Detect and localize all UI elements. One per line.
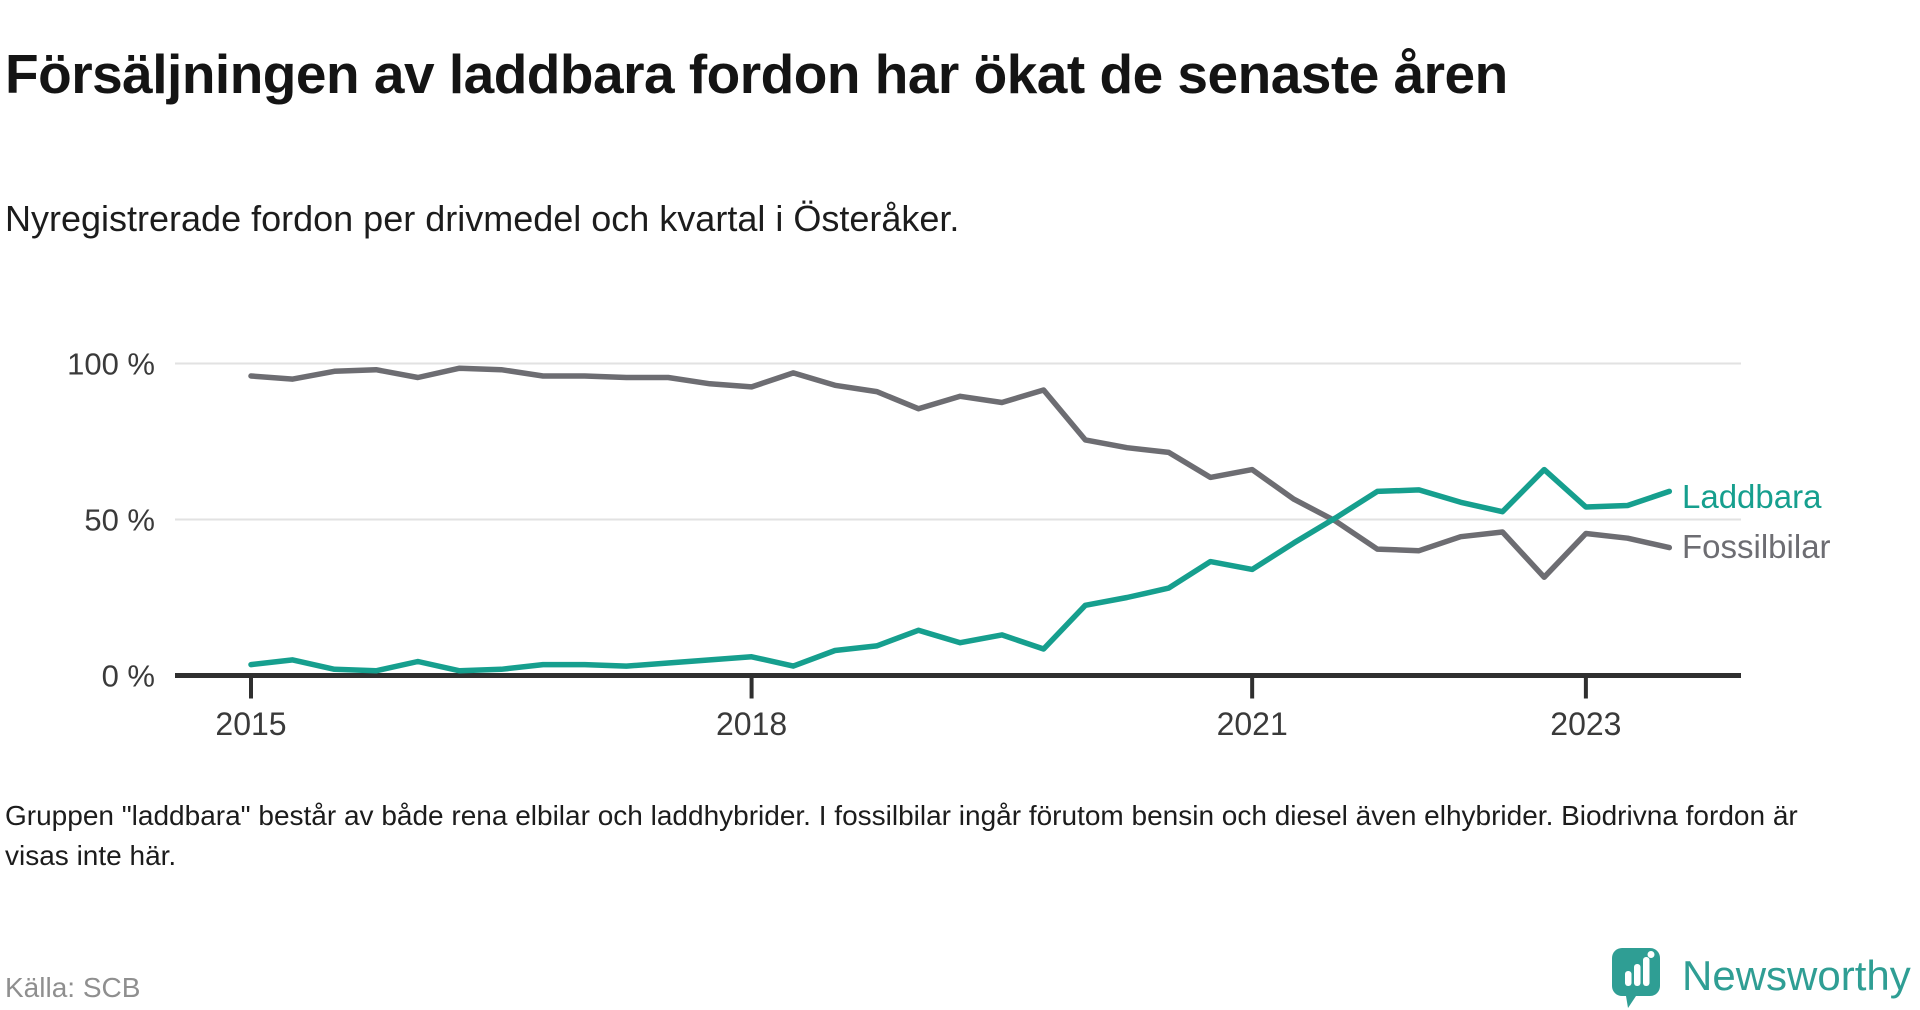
y-tick-label: 100 % xyxy=(67,347,155,382)
chart-footnote: Gruppen "laddbara" består av både rena e… xyxy=(5,800,1798,871)
chart-subtitle: Nyregistrerade fordon per drivmedel och … xyxy=(5,198,960,239)
series-label-fossilbilar: Fossilbilar xyxy=(1682,528,1831,565)
x-tick-label: 2018 xyxy=(716,706,787,742)
fossilbilar-line xyxy=(248,365,1673,580)
y-tick-label: 50 % xyxy=(84,503,155,538)
x-tick-label: 2015 xyxy=(215,706,286,742)
newsworthy-chart-bubble-icon xyxy=(1612,948,1660,1008)
laddbara-line xyxy=(248,466,1673,674)
newsworthy-logo: Newsworthy xyxy=(1612,948,1920,1010)
source-credit: Källa: SCB xyxy=(5,972,141,1003)
newsworthy-wordmark: Newsworthy xyxy=(1682,952,1911,999)
page-title: Försäljningen av laddbara fordon har öka… xyxy=(5,42,1508,105)
x-tick-label: 2023 xyxy=(1550,706,1621,742)
y-tick-label: 0 % xyxy=(102,659,155,694)
x-tick-label: 2021 xyxy=(1217,706,1288,742)
series-label-laddbara: Laddbara xyxy=(1682,478,1822,515)
